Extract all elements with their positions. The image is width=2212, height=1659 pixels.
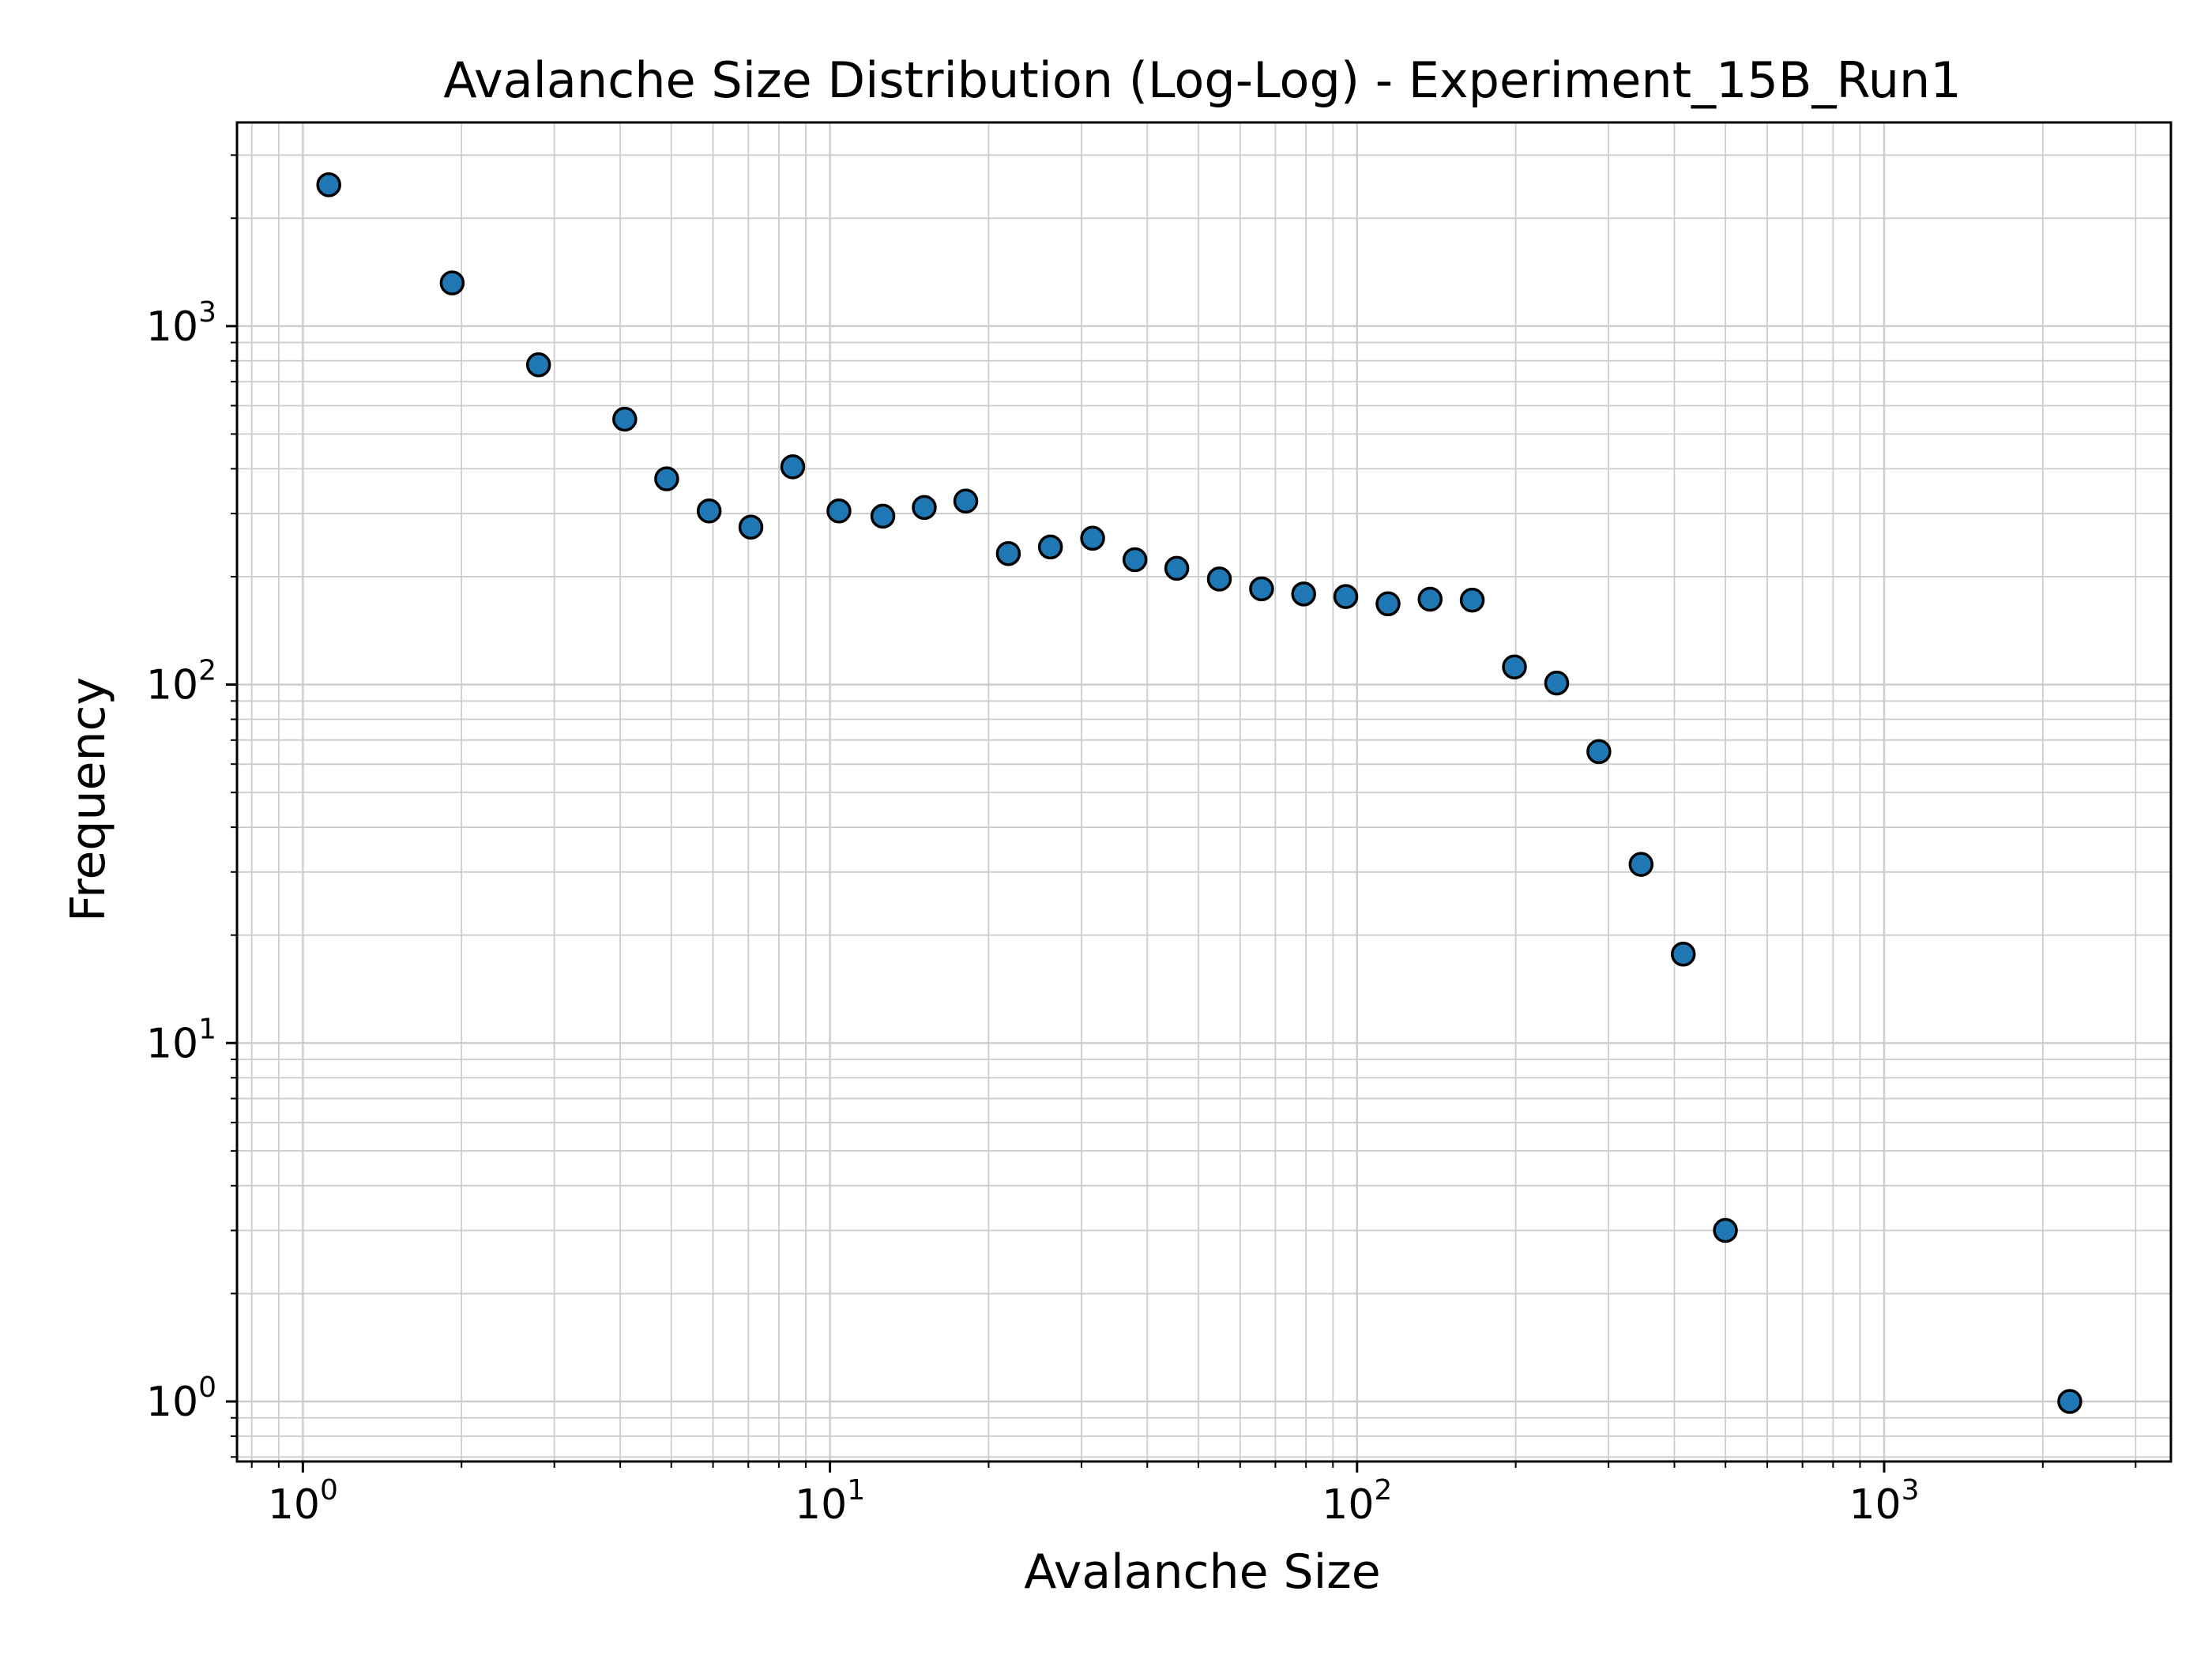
data-point (1037, 534, 1063, 560)
chart-title: Avalanche Size Distribution (Log-Log) - … (443, 51, 1962, 109)
data-point (1713, 1217, 1738, 1243)
y-axis-label: Frequency (61, 677, 116, 922)
grid (237, 122, 2171, 1462)
data-point (1249, 576, 1274, 602)
data-point (1628, 852, 1654, 877)
data-points (316, 172, 2082, 1414)
data-point (1375, 591, 1401, 617)
x-tick-label: 103 (1849, 1474, 1919, 1529)
data-point (1417, 586, 1443, 612)
data-point (912, 495, 937, 521)
y-tick-label: 101 (146, 1013, 216, 1067)
data-point (525, 352, 551, 378)
data-point (612, 406, 638, 432)
data-point (780, 454, 806, 480)
data-point (1080, 525, 1105, 551)
data-point (1544, 670, 1570, 696)
x-tick-labels: 100 101 102 103 (268, 1474, 1920, 1529)
data-point (1122, 547, 1148, 573)
data-point (439, 270, 465, 295)
data-point (1333, 584, 1359, 609)
data-point (2057, 1389, 2082, 1414)
data-point (1586, 739, 1612, 765)
x-axis-label: Avalanche Size (1024, 1544, 1380, 1600)
axis-ticks (226, 154, 2137, 1473)
y-tick-label: 103 (146, 296, 216, 351)
data-point (870, 503, 896, 529)
y-tick-label: 100 (146, 1371, 216, 1426)
data-point (696, 498, 722, 524)
data-point (1164, 555, 1190, 581)
data-point (1206, 566, 1232, 592)
y-tick-label: 102 (146, 655, 216, 709)
plot-area-frame (235, 121, 2172, 1463)
data-point (738, 514, 764, 540)
data-point (995, 540, 1021, 566)
data-point (1291, 581, 1316, 607)
x-tick-label: 102 (1322, 1474, 1392, 1529)
x-tick-label: 100 (268, 1474, 338, 1529)
data-point (953, 488, 979, 514)
x-tick-label: 101 (795, 1474, 865, 1529)
data-point (1502, 654, 1527, 679)
data-point (826, 498, 852, 524)
data-point (1670, 942, 1696, 967)
data-point (654, 466, 679, 491)
data-point (1459, 587, 1485, 613)
data-point (316, 172, 341, 198)
y-tick-labels: 100 101 102 103 (146, 296, 216, 1426)
